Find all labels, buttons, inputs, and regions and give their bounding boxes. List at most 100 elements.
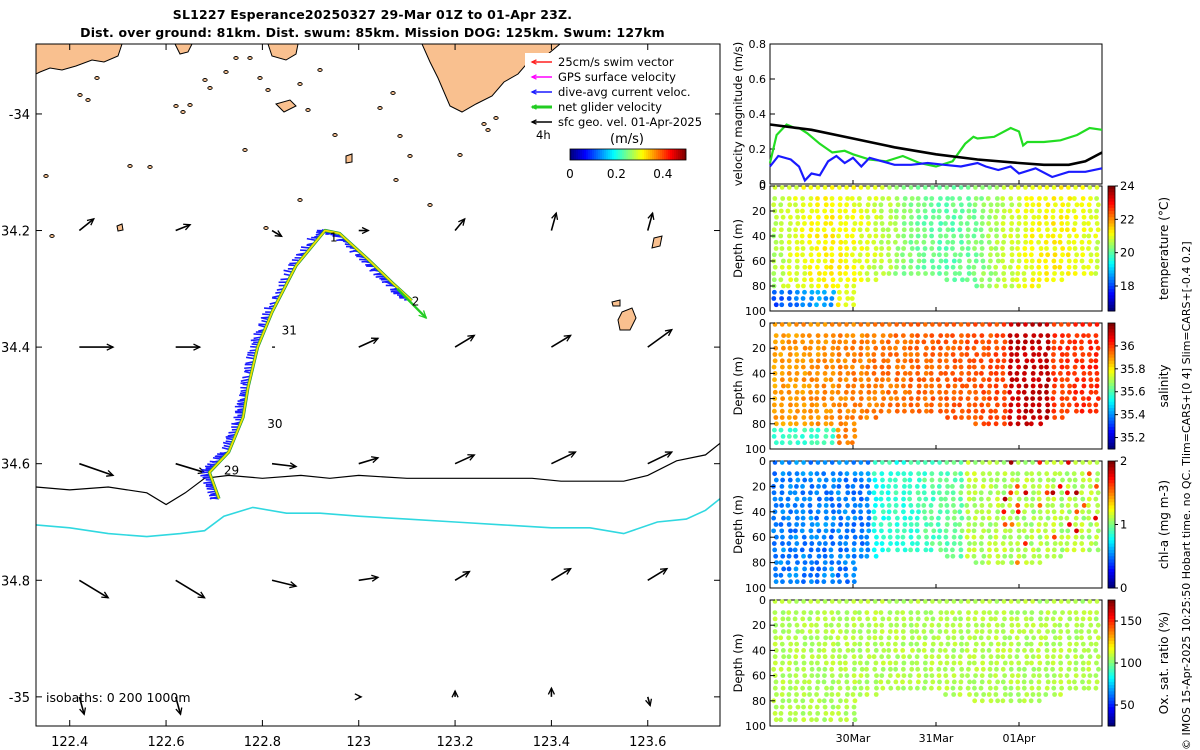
oxygen-surface-point [887,599,892,604]
temperature-data-point [973,196,979,201]
chla-data-point [858,509,864,515]
chla-data-point [1095,528,1101,534]
temperature-data-point [814,233,820,239]
oxygen-colorbar-cell [1108,697,1115,702]
oxygen-data-point [957,660,963,666]
salinity-data-point [858,396,864,401]
temperature-surface-point [1044,185,1050,190]
chla-data-point [801,579,806,585]
oxygen-data-point [1044,685,1050,691]
oxygen-data-point [988,698,994,704]
temperature-colorbar-cell [1108,282,1115,287]
temperature-data-point [1016,214,1022,220]
oxygen-data-point [944,654,950,660]
chla-data-point [1001,477,1007,483]
temperature-data-point [944,277,950,283]
chla-colorbar-cell [1108,549,1115,554]
chla-data-point [1059,490,1065,496]
temperature-data-point [808,227,814,233]
colorbar-cell [620,149,623,160]
salinity-data-point [1001,415,1007,420]
temperature-data-point [823,196,828,201]
chla-ylabel: Depth (m) [731,495,745,554]
oxygen-data-point [829,685,835,691]
oxygen-data-point [814,622,819,628]
salinity-data-point [787,364,792,370]
salinity-data-point [801,352,807,357]
chla-data-point [1051,528,1057,534]
salinity-data-point [981,396,987,401]
temperature-data-point [1071,196,1077,201]
chla-data-point [943,528,949,534]
oxygen-data-point [1002,660,1008,666]
salinity-data-point [1009,383,1014,389]
oxygen-data-point [793,660,799,666]
oxygen-data-point [1059,685,1065,691]
oxygen-data-point [824,685,829,691]
oxygen-data-point [873,660,879,666]
chla-data-point [993,484,999,489]
temperature-data-point [895,202,901,208]
chla-data-point [1073,503,1079,508]
chla-data-point [931,528,937,534]
temperature-data-point [831,289,837,295]
temperature-colorbar-cell [1108,267,1115,271]
temperature-data-point [878,252,884,258]
chla-data-point [858,553,864,559]
oxygen-data-point [914,629,920,634]
x-tick-label: 123.2 [436,735,473,750]
x-tick-label: 123 [346,735,371,750]
chla-data-point [808,515,814,521]
temperature-surface-point [794,185,799,190]
oxygen-data-point [837,616,843,622]
salinity-data-point [1030,371,1036,376]
salinity-data-point [1059,415,1065,420]
chla-data-point [909,541,915,546]
salinity-colorbar-cell [1108,379,1115,384]
temperature-data-point [943,271,949,276]
oxygen-data-point [1031,666,1037,672]
temperature-data-point [865,252,871,258]
temperature-data-point [966,271,972,276]
temperature-data-point [871,208,877,214]
temperature-data-point [1036,227,1042,233]
oxygen-data-point [809,641,815,647]
chla-data-point [986,509,992,515]
chla-data-point [1093,496,1099,502]
salinity-data-point [1079,389,1085,395]
temperature-data-point [964,221,970,226]
temperature-data-point [1058,214,1064,220]
salinity-colorbar-cell [1108,411,1115,415]
salinity-data-point [902,345,907,351]
oxygen-colorbar-cell [1108,713,1115,718]
chla-colorbar-cell [1108,534,1115,538]
salinity-data-point [778,427,784,433]
temperature-data-point [901,258,906,264]
salinity-data-point [1088,345,1094,351]
salinity-data-point [793,364,799,370]
salinity-surface-point [801,322,806,327]
salinity-data-point [1065,345,1071,351]
salinity-data-point [923,352,928,357]
salinity-data-point [815,427,821,433]
chla-data-point [1065,528,1071,534]
oxygen-data-point [980,641,986,647]
chla-data-point [938,503,944,508]
oxygen-data-point [1073,685,1079,691]
temperature-data-point [878,264,884,270]
temperature-data-point [844,246,850,251]
oxygen-surface-point [837,599,842,604]
island [43,174,49,178]
chla-data-point [786,522,792,527]
oxygen-data-point [909,660,915,666]
temperature-scatter [771,185,1101,308]
geo-vector-head [274,230,283,238]
chla-data-point [1016,534,1022,540]
oxygen-data-point [978,635,984,641]
oxygen-data-point [1064,673,1070,678]
salinity-data-point [1043,352,1048,357]
oxygen-surface-point [815,599,821,604]
salinity-data-point [950,352,956,357]
salinity-data-point [1008,421,1013,427]
temperature-data-point [780,214,786,220]
